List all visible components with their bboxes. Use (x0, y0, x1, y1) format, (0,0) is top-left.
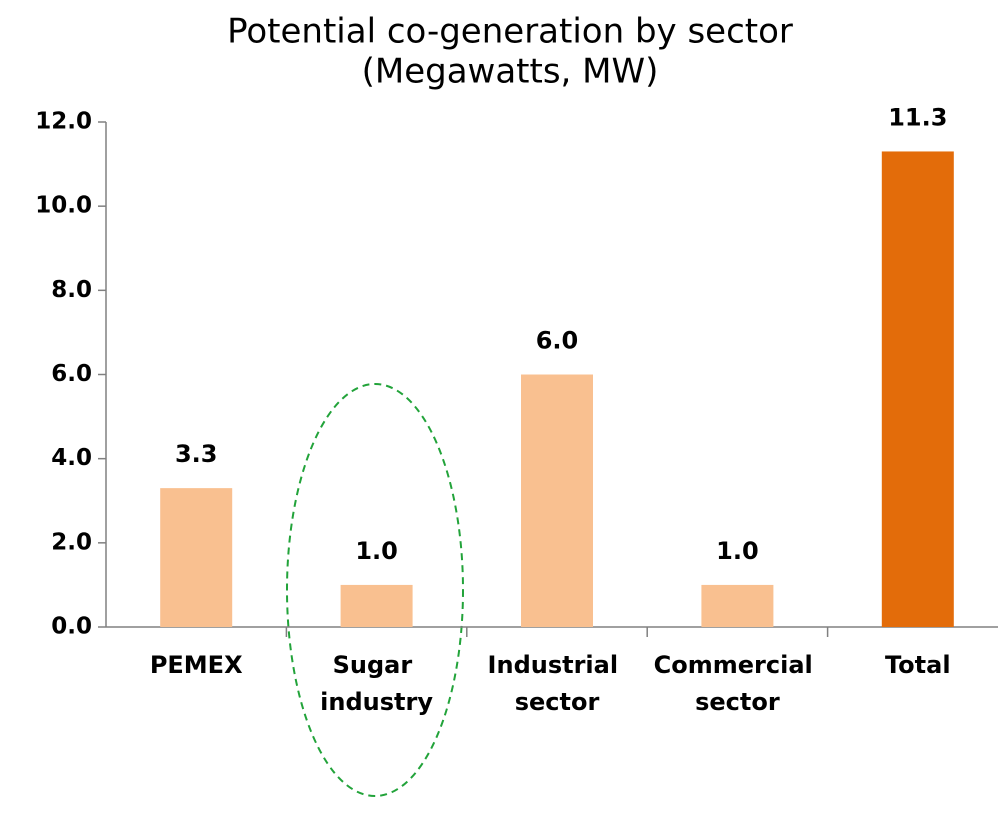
value-label: 11.3 (888, 103, 947, 131)
bar (160, 488, 233, 627)
y-tick-label: 6.0 (51, 361, 92, 387)
bar (340, 584, 413, 627)
y-tick-label: 2.0 (51, 529, 92, 555)
value-label: 1.0 (716, 537, 759, 565)
y-tick-label: 10.0 (35, 193, 92, 219)
value-label: 6.0 (536, 327, 579, 355)
value-label: 1.0 (355, 537, 398, 565)
x-tick-label: Total (885, 651, 951, 679)
x-tick-label: Sugar industry (320, 651, 433, 716)
value-label: 3.3 (175, 440, 218, 468)
chart-subtitle: (Megawatts, MW) (362, 52, 659, 92)
y-tick-label: 4.0 (51, 445, 92, 471)
y-tick-label: 12.0 (35, 109, 92, 135)
chart-title: Potential co-generation by sector (227, 12, 793, 52)
y-tick-label: 8.0 (51, 277, 92, 303)
bar (881, 151, 954, 628)
bar (521, 374, 593, 627)
x-tick-label: Industrial sector (488, 651, 627, 716)
x-tick-label: Commercial sector (654, 651, 821, 716)
highlight-ellipse (286, 383, 464, 797)
bar (701, 584, 774, 627)
x-tick-label: PEMEX (150, 651, 243, 679)
y-tick-label: 0.0 (51, 614, 92, 640)
